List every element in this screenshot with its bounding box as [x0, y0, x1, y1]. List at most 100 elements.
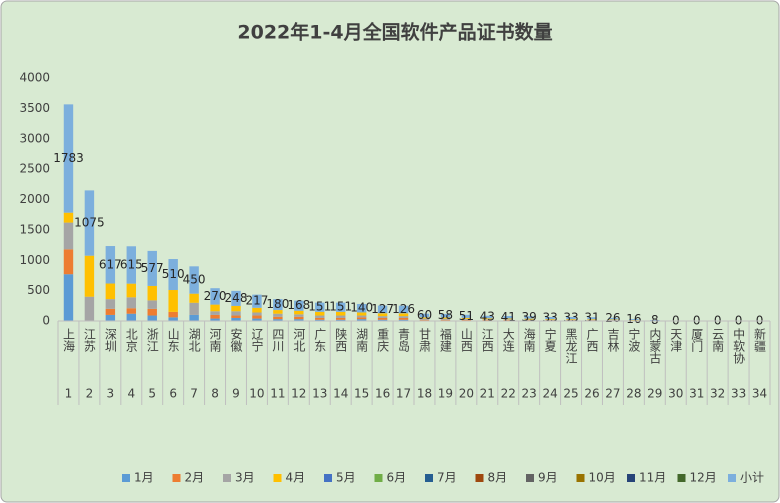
- x-group-label: 14: [333, 387, 348, 401]
- bar-segment: [440, 319, 451, 321]
- x-tick-label: 内蒙古: [648, 328, 662, 364]
- bar-segment: [273, 319, 283, 321]
- bar-segment: [147, 308, 157, 316]
- bar-segment: [105, 299, 116, 309]
- bar-segment: [315, 319, 325, 321]
- bar-segment: [273, 310, 283, 314]
- bar-segment: [315, 302, 325, 312]
- data-label: 41: [501, 310, 516, 324]
- bar-segment: [587, 317, 597, 320]
- legend-swatch: [324, 474, 332, 482]
- legend-label: 5月: [336, 471, 356, 485]
- x-group-label: 5: [148, 387, 156, 401]
- x-group-label: 8: [211, 387, 219, 401]
- x-tick-label: 宁波: [627, 327, 641, 353]
- bar-segment: [461, 317, 472, 319]
- data-label: 450: [183, 272, 206, 286]
- legend-label: 6月: [387, 471, 407, 485]
- bar-segment: [608, 317, 618, 320]
- bar-segment: [335, 319, 346, 321]
- legend-label: 2月: [185, 471, 205, 485]
- x-tick-label: 河北: [292, 328, 306, 353]
- bar-segment: [419, 313, 430, 318]
- x-tick-label: 黑龙江: [564, 328, 578, 364]
- x-group-label: 19: [438, 387, 453, 401]
- bar-segment: [294, 316, 304, 320]
- bar-segment: [105, 308, 116, 315]
- x-tick-label: 中软协: [732, 327, 746, 364]
- bar-segment: [189, 314, 199, 321]
- x-tick-label: 湖北: [187, 327, 201, 353]
- x-group-label: 18: [417, 387, 432, 401]
- bar-segment: [566, 316, 576, 319]
- bar-segment: [335, 315, 346, 318]
- x-tick-label: 甘肃: [417, 328, 431, 353]
- legend-label: 11月: [639, 471, 666, 485]
- x-group-label: 29: [647, 387, 662, 401]
- x-tick-label: 福建: [438, 327, 452, 353]
- bar-segment: [252, 318, 262, 321]
- x-group-label: 4: [127, 387, 135, 401]
- data-label: 140: [350, 301, 373, 315]
- bar-segment: [126, 283, 137, 298]
- legend-swatch: [627, 474, 635, 482]
- bar-segment: [461, 314, 472, 318]
- legend-swatch: [526, 474, 534, 482]
- x-group-label: 34: [752, 387, 767, 401]
- bar-segment: [210, 288, 220, 305]
- x-tick-label: 海南: [522, 327, 536, 352]
- bar-segment: [105, 314, 116, 321]
- x-tick-label: 重庆: [376, 328, 390, 352]
- data-label: 16: [626, 312, 641, 326]
- y-tick-label: 500: [27, 283, 50, 297]
- bar-segment: [189, 293, 199, 303]
- legend-swatch: [374, 474, 383, 482]
- x-group-label: 3: [107, 387, 115, 401]
- bar-segment: [315, 317, 325, 320]
- x-tick-label: 云南: [711, 328, 725, 352]
- bar-segment: [440, 318, 451, 320]
- bar-segment: [356, 317, 367, 320]
- bar-segment: [482, 319, 493, 320]
- x-group-label: 16: [375, 387, 390, 401]
- data-label: 248: [225, 291, 248, 305]
- bar-segment: [189, 302, 199, 315]
- x-group-label: 9: [232, 387, 240, 401]
- legend-label: 3月: [235, 471, 255, 485]
- x-tick-label: 江苏: [82, 328, 96, 352]
- legend-label: 10月: [589, 471, 616, 485]
- x-group-label: 11: [270, 387, 285, 401]
- data-label: 151: [308, 300, 331, 314]
- bar-segment: [210, 318, 220, 321]
- x-tick-label: 北京: [124, 328, 138, 353]
- bar-segment: [252, 312, 262, 316]
- x-tick-label: 大连: [501, 328, 515, 353]
- x-tick-label: 吉林: [606, 328, 620, 352]
- y-tick-label: 2500: [19, 162, 50, 176]
- bar-segment: [84, 296, 95, 321]
- x-tick-label: 新疆: [753, 327, 767, 352]
- data-label: 43: [480, 310, 495, 324]
- bar-segment: [210, 311, 220, 315]
- bar-segment: [503, 319, 513, 320]
- data-label: 1783: [53, 151, 84, 165]
- x-tick-label: 山东: [166, 328, 180, 352]
- bar-segment: [356, 312, 367, 316]
- data-label: 58: [438, 308, 453, 322]
- y-tick-label: 0: [42, 314, 50, 328]
- x-tick-label: 广东: [313, 328, 327, 352]
- x-tick-label: 天津: [669, 328, 683, 352]
- x-group-label: 1: [65, 387, 73, 401]
- bar-segment: [566, 319, 576, 321]
- data-label: 180: [266, 297, 289, 311]
- bar-segment: [335, 317, 346, 320]
- bar-segment: [105, 283, 116, 300]
- y-tick-label: 2000: [19, 192, 50, 206]
- legend-swatch: [223, 474, 231, 482]
- data-label: 168: [287, 298, 310, 312]
- data-label: 8: [651, 313, 659, 327]
- bar-segment: [461, 318, 472, 320]
- data-label: 33: [563, 310, 578, 324]
- x-group-label: 20: [459, 387, 474, 401]
- legend-label: 4月: [286, 471, 306, 485]
